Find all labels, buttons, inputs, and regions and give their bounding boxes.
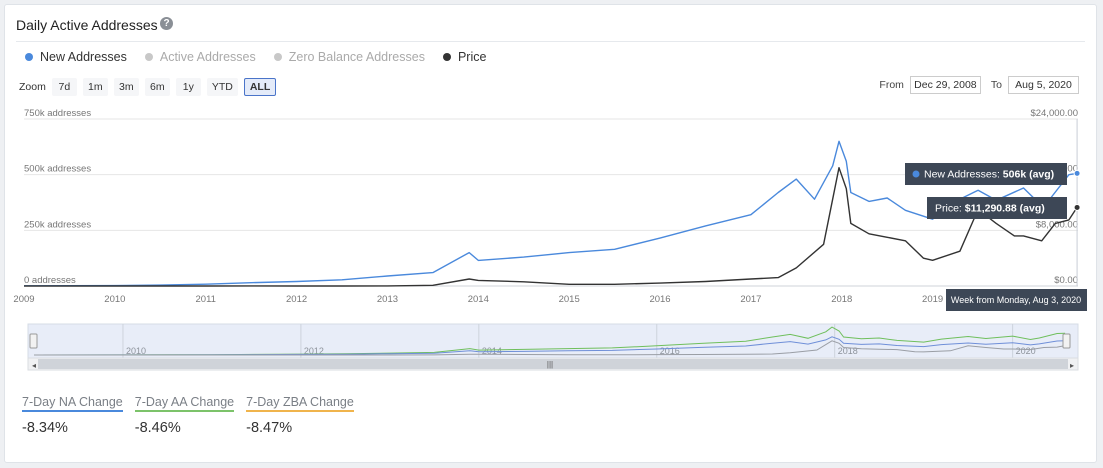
legend-item-zero-balance-addresses[interactable]: Zero Balance Addresses xyxy=(273,50,425,64)
to-date-input[interactable] xyxy=(1008,76,1079,94)
zoom-button-1y[interactable]: 1y xyxy=(175,78,201,96)
stat-aa-change: 7-Day AA Change -8.46% xyxy=(134,393,235,436)
zoom-controls: Zoom 7d 1m 3m 6m 1y YTD ALL xyxy=(19,78,282,96)
zoom-button-1m[interactable]: 1m xyxy=(82,78,108,96)
navigator-x-label: 2018 xyxy=(838,346,858,356)
series-point-new-addresses xyxy=(1073,169,1081,177)
date-range: From To xyxy=(879,76,1085,94)
x-tick-label: 2019 xyxy=(922,294,943,305)
x-tick-label: 2015 xyxy=(559,294,580,305)
stat-label[interactable]: 7-Day NA Change xyxy=(22,395,123,412)
navigator-x-label: 2012 xyxy=(304,346,324,356)
tooltip-price-text: Price: $11,290.88 (avg) xyxy=(935,203,1045,215)
stat-na-change: 7-Day NA Change -8.34% xyxy=(22,393,123,436)
x-tick-label: 2017 xyxy=(740,294,761,305)
legend-label: Zero Balance Addresses xyxy=(288,50,425,64)
x-tick-label: 2010 xyxy=(104,294,125,305)
legend-label: Active Addresses xyxy=(159,50,256,64)
legend-item-new-addresses[interactable]: New Addresses xyxy=(25,50,127,64)
y-right-tick-label: $0.00 xyxy=(1054,275,1078,286)
y-left-tick-label: 750k addresses xyxy=(24,108,91,119)
title-divider xyxy=(16,41,1085,42)
zoom-label: Zoom xyxy=(19,81,46,93)
tooltip-new-addresses-dot xyxy=(912,170,920,178)
stat-label[interactable]: 7-Day AA Change xyxy=(134,395,235,412)
page-title: Daily Active Addresses xyxy=(16,17,158,33)
zoom-button-3m[interactable]: 3m xyxy=(113,78,139,96)
zoom-button-7d[interactable]: 7d xyxy=(51,78,77,96)
y-right-tick-label: $24,000.00 xyxy=(1030,108,1078,119)
series-line-price xyxy=(24,166,1078,287)
tooltip-date-text: Week from Monday, Aug 3, 2020 xyxy=(951,295,1081,305)
legend-label: Price xyxy=(457,50,487,64)
y-left-tick-label: 0 addresses xyxy=(24,275,76,286)
change-stats: 7-Day NA Change -8.34% 7-Day AA Change -… xyxy=(22,393,366,436)
stat-zba-change: 7-Day ZBA Change -8.47% xyxy=(246,393,354,436)
tooltip-new-addresses-text: New Addresses: 506k (avg) xyxy=(924,169,1054,181)
y-left-tick-label: 500k addresses xyxy=(24,164,91,175)
scroll-right-arrow-icon[interactable]: ▸ xyxy=(1070,361,1074,370)
tooltip-new-addresses: New Addresses: 506k (avg) xyxy=(905,163,1067,185)
scrollbar-grip-icon: ||| xyxy=(547,360,553,369)
to-label: To xyxy=(990,79,1002,91)
help-icon[interactable]: ? xyxy=(160,17,173,30)
y-right-tick-label: $8,000.00 xyxy=(1036,219,1078,230)
legend-label: New Addresses xyxy=(40,50,127,64)
scrollbar-thumb[interactable] xyxy=(38,359,1068,369)
stat-label[interactable]: 7-Day ZBA Change xyxy=(246,395,354,412)
chart-legend: New Addresses Active Addresses Zero Bala… xyxy=(25,50,504,64)
tooltip-price: Price: $11,290.88 (avg) xyxy=(927,197,1067,219)
legend-dot-price xyxy=(442,53,451,61)
x-tick-label: 2012 xyxy=(286,294,307,305)
legend-dot-active-addresses xyxy=(144,53,153,61)
navigator-x-label: 2010 xyxy=(126,346,146,356)
navigator-x-label: 2014 xyxy=(482,346,502,356)
x-tick-label: 2018 xyxy=(831,294,852,305)
tooltip-price-box xyxy=(927,197,1067,219)
x-tick-label: 2014 xyxy=(468,294,489,305)
series-line-new-addresses xyxy=(23,140,1078,287)
stat-value: -8.34% xyxy=(22,420,68,436)
x-tick-label: 2009 xyxy=(13,294,34,305)
navigator-right-handle[interactable] xyxy=(1062,333,1071,349)
legend-dot-new-addresses xyxy=(25,53,33,61)
tooltip-new-addresses-box xyxy=(905,163,1067,185)
from-label: From xyxy=(879,79,904,91)
series-point-price xyxy=(1073,203,1081,211)
zoom-button-6m[interactable]: 6m xyxy=(144,78,170,96)
x-tick-label: 2013 xyxy=(377,294,398,305)
legend-item-active-addresses[interactable]: Active Addresses xyxy=(144,50,256,64)
stat-value: -8.46% xyxy=(134,420,181,436)
navigator-line-price xyxy=(34,340,1066,356)
zoom-button-all[interactable]: ALL xyxy=(243,78,277,96)
navigator-selection[interactable] xyxy=(27,323,1079,359)
stat-value: -8.47% xyxy=(246,420,293,436)
tooltip-date-box xyxy=(946,289,1087,311)
navigator-x-label: 2020 xyxy=(1016,346,1036,356)
x-tick-label: 2011 xyxy=(196,294,216,305)
y-left-tick-label: 250k addresses xyxy=(24,219,91,230)
scroll-left-arrow-icon[interactable]: ◂ xyxy=(32,361,36,370)
legend-item-price[interactable]: Price xyxy=(442,50,487,64)
navigator-x-label: 2016 xyxy=(660,346,680,356)
zoom-button-ytd[interactable]: YTD xyxy=(206,78,238,96)
navigator-line-new xyxy=(33,336,1066,356)
x-tick-label: 2016 xyxy=(649,294,670,305)
from-date-input[interactable] xyxy=(909,76,981,94)
navigator-left-handle[interactable] xyxy=(29,333,38,349)
legend-dot-zero-balance-addresses xyxy=(273,53,282,61)
